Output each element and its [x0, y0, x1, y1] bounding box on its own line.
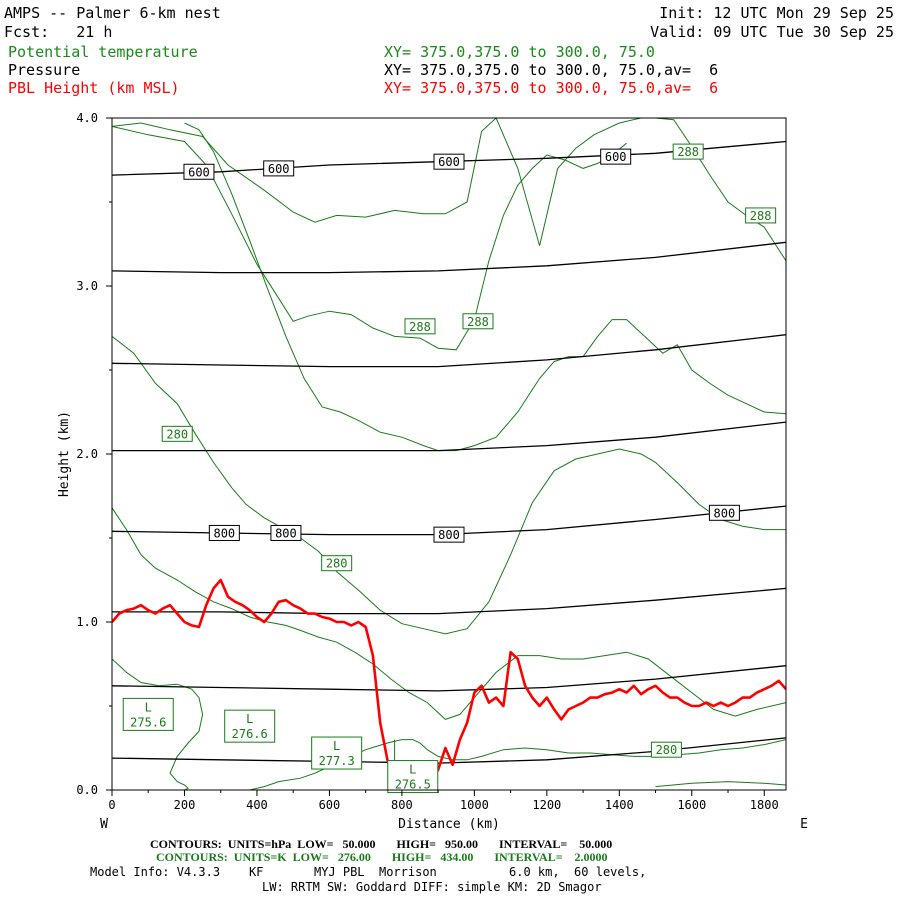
x-tick-label: 1000	[460, 798, 489, 812]
pressure-contour-label: 600	[438, 155, 460, 169]
pressure-contour-line	[112, 421, 786, 452]
theta-contour-label-box	[672, 143, 704, 160]
west-label: W	[100, 817, 108, 832]
pressure-contour-label-box	[263, 160, 295, 177]
low-marker-value: 277.3	[319, 754, 355, 768]
valid-time: Valid: 09 UTC Tue 30 Sep 25	[650, 23, 894, 41]
y-tick-label: 4.0	[76, 111, 98, 125]
theta-contour-line	[112, 658, 204, 790]
pressure-contours	[112, 140, 786, 764]
theta-contour-label-box	[462, 313, 494, 330]
low-marker-box	[387, 760, 439, 794]
theta-contours	[112, 118, 786, 790]
contour-labels: 600 600 600 600 800 800 800 800 288 288 288 288 280 2…	[122, 143, 777, 794]
y-tick-label: 1.0	[76, 615, 98, 629]
pbl-height-series	[112, 578, 786, 787]
pressure-contour-label: 800	[714, 506, 736, 520]
theta-contour-label: 280	[656, 743, 678, 757]
x-tick-label: 800	[391, 798, 413, 812]
init-time: Init: 12 UTC Mon 29 Sep 25	[659, 4, 894, 22]
pressure-contour-label: 800	[438, 528, 460, 542]
pressure-contour-label: 800	[275, 526, 297, 540]
pressure-contour-label-box	[270, 524, 302, 541]
theta-contour-label-box	[650, 741, 682, 758]
pressure-contour-label: 800	[213, 526, 235, 540]
pressure-contour-line	[112, 587, 786, 615]
chart-title: AMPS -- Palmer 6-km nest	[4, 4, 221, 22]
pressure-contour-line	[112, 241, 786, 274]
field-theta-name: Potential temperature	[8, 43, 198, 61]
axes: 0 200 400 600 800 1000 1200 1400 1600 1800 0.0 1.0 2…	[57, 111, 808, 832]
theta-contour-line	[112, 507, 786, 720]
forecast-hour: Fcst: 21 h	[4, 23, 113, 41]
field-pressure-xy: XY= 375.0,375.0 to 300.0, 75.0,av= 6	[384, 61, 719, 79]
theta-contour-label: 288	[409, 320, 431, 334]
theta-contour-line	[112, 118, 786, 262]
footer-model-physics: LW: RRTM SW: Goddard DIFF: simple KM: 2D…	[262, 880, 602, 894]
low-marker-box	[311, 736, 363, 770]
low-marker: L	[409, 763, 416, 777]
low-marker-box	[122, 697, 174, 731]
low-marker: L	[246, 712, 253, 726]
pressure-contour-line	[112, 665, 786, 692]
y-axis-label: Height (km)	[57, 411, 72, 497]
pressure-contour-label-box	[708, 504, 740, 521]
y-tick-label: 0.0	[76, 783, 98, 797]
pressure-contour-label-box	[433, 153, 465, 170]
x-tick-label: 0	[108, 798, 115, 812]
pressure-contour-label: 600	[188, 165, 210, 179]
pressure-contour-line	[112, 334, 786, 368]
theta-contour-line	[112, 125, 627, 351]
field-pbl-xy: XY= 375.0,375.0 to 300.0, 75.0,av= 6	[384, 79, 719, 97]
y-tick-label: 2.0	[76, 447, 98, 461]
footer-pressure-contours: CONTOURS: UNITS=hPa LOW= 50.000 HIGH= 95…	[150, 837, 613, 851]
theta-contour-label: 288	[467, 315, 489, 329]
low-marker: L	[145, 700, 152, 714]
theta-contour-line	[184, 122, 786, 452]
theta-contour-line	[655, 781, 786, 788]
theta-contour-label: 288	[677, 145, 699, 159]
field-pbl-name: PBL Height (km MSL)	[8, 79, 180, 97]
theta-contour-label-box	[321, 555, 353, 572]
theta-contour-label: 288	[750, 209, 772, 223]
y-tick-label: 3.0	[76, 279, 98, 293]
x-tick-label: 1800	[750, 798, 779, 812]
pressure-contour-label-box	[208, 524, 240, 541]
x-axis-label: Distance (km)	[398, 817, 500, 832]
x-tick-label: 1400	[605, 798, 634, 812]
footer-model-info: Model Info: V4.3.3 KF MYJ PBL Morrison 6…	[90, 865, 647, 879]
x-tick-label: 400	[246, 798, 268, 812]
pressure-contour-label: 600	[605, 150, 627, 164]
pressure-contour-label-box	[600, 148, 632, 165]
footer-theta-contours: CONTOURS: UNITS=K LOW= 276.00 HIGH= 434.…	[156, 850, 608, 864]
low-marker-value: 275.6	[130, 715, 166, 729]
east-label: E	[800, 817, 808, 832]
pressure-contour-label-box	[183, 163, 215, 180]
pressure-contour-label-box	[433, 526, 465, 543]
theta-contour-line	[112, 336, 786, 635]
x-tick-label: 1600	[677, 798, 706, 812]
theta-contour-label-box	[404, 318, 436, 335]
low-marker: L	[333, 739, 340, 753]
x-tick-label: 1200	[532, 798, 561, 812]
x-tick-label: 600	[319, 798, 341, 812]
low-marker-value: 276.5	[395, 778, 431, 792]
low-marker-box	[224, 709, 276, 743]
pressure-contour-label: 600	[268, 162, 290, 176]
theta-contour-label: 280	[166, 427, 188, 441]
low-marker-value: 276.6	[232, 727, 268, 741]
theta-contour-label-box	[745, 207, 777, 224]
field-pressure-name: Pressure	[8, 61, 81, 79]
pbl-height-line	[112, 578, 786, 787]
theta-contour-label-box	[161, 425, 193, 442]
plot-frame	[111, 117, 787, 791]
x-tick-label: 200	[174, 798, 196, 812]
field-theta-xy: XY= 375.0,375.0 to 300.0, 75.0	[384, 43, 655, 61]
theta-contour-label: 280	[326, 557, 348, 571]
